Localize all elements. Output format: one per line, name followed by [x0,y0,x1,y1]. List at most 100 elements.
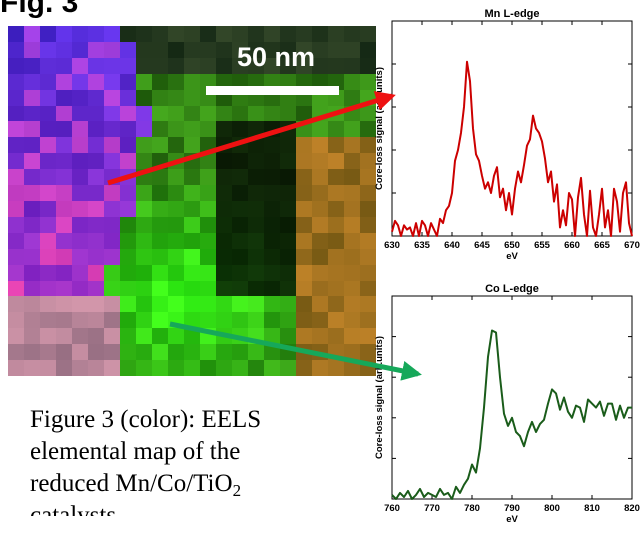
map-pixel [232,248,248,265]
map-pixel [344,121,360,138]
map-pixel [24,169,40,186]
map-pixel [136,360,152,376]
map-pixel [120,57,136,74]
map-pixel [24,26,40,42]
map-pixel [72,185,88,201]
map-pixel [8,121,24,138]
map-pixel [264,280,280,297]
map-pixel [136,280,152,297]
map-pixel [168,185,184,201]
map-pixel [200,185,216,201]
red-arrow [107,91,396,186]
map-pixel [360,105,376,122]
map-pixel [264,105,280,122]
figure-label: Fig. 3 [0,0,79,19]
map-pixel [312,57,328,74]
map-pixel [88,216,104,233]
map-pixel [56,121,72,138]
map-pixel [200,105,216,122]
map-pixel [184,360,200,376]
map-pixel [152,201,168,217]
map-pixel [168,57,184,74]
map-pixel [232,57,248,74]
map-pixel [120,296,136,313]
map-pixel [328,121,344,138]
map-pixel [248,153,264,170]
map-pixel [56,153,72,170]
map-pixel [296,26,312,42]
map-pixel [120,153,136,170]
map-pixel [200,248,216,265]
map-pixel [360,296,376,313]
map-pixel [264,57,280,74]
map-pixel [56,280,72,297]
map-pixel [184,344,200,361]
map-pixel [296,312,312,329]
map-pixel [24,57,40,74]
green-arrow [169,321,422,381]
map-pixel [40,137,56,154]
map-pixel [104,89,120,106]
co-x-tick-label: 800 [544,503,560,514]
map-pixel [136,137,152,154]
map-pixel [216,232,232,249]
map-pixel [200,264,216,281]
map-pixel [248,185,264,201]
map-pixel [8,105,24,122]
map-pixel [280,201,296,217]
map-pixel [104,121,120,138]
map-pixel [248,312,264,329]
map-pixel [152,296,168,313]
mn-plot-frame [391,20,633,237]
scale-bar [206,86,339,95]
map-pixel [184,105,200,122]
map-pixel [136,105,152,122]
map-pixel [40,312,56,329]
map-pixel [8,280,24,297]
map-pixel [88,137,104,154]
co-plot-frame [391,295,633,500]
map-pixel [56,41,72,58]
co-y-axis-label: Core-loss signal (arb.units) [374,336,385,459]
mn-x-tick-label: 665 [594,240,611,251]
map-pixel [232,26,248,42]
map-pixel [296,73,312,90]
map-pixel [72,296,88,313]
map-pixel [120,185,136,201]
map-pixel [72,57,88,74]
map-pixel [264,360,280,376]
map-pixel [168,105,184,122]
map-pixel [232,153,248,170]
map-pixel [296,216,312,233]
mn-x-tick-label: 660 [564,240,580,251]
map-pixel [232,360,248,376]
map-pixel [8,312,24,329]
map-pixel [200,216,216,233]
map-pixel [56,201,72,217]
map-pixel [296,264,312,281]
map-pixel [232,232,248,249]
map-pixel [8,169,24,186]
map-pixel [40,201,56,217]
map-pixel [88,312,104,329]
mn-x-tick-label: 630 [384,240,400,251]
map-pixel [168,26,184,42]
map-pixel [184,26,200,42]
map-pixel [8,73,24,90]
map-pixel [120,26,136,42]
map-pixel [120,121,136,138]
map-pixel [56,312,72,329]
map-pixel [120,105,136,122]
co-x-tick-label: 810 [584,503,600,514]
map-pixel [280,296,296,313]
map-pixel [136,344,152,361]
map-pixel [40,296,56,313]
map-pixel [8,232,24,249]
map-pixel [72,41,88,58]
map-pixel [184,89,200,106]
map-pixel [280,105,296,122]
map-pixel [216,344,232,361]
map-pixel [136,89,152,106]
map-pixel [232,296,248,313]
map-pixel [184,264,200,281]
